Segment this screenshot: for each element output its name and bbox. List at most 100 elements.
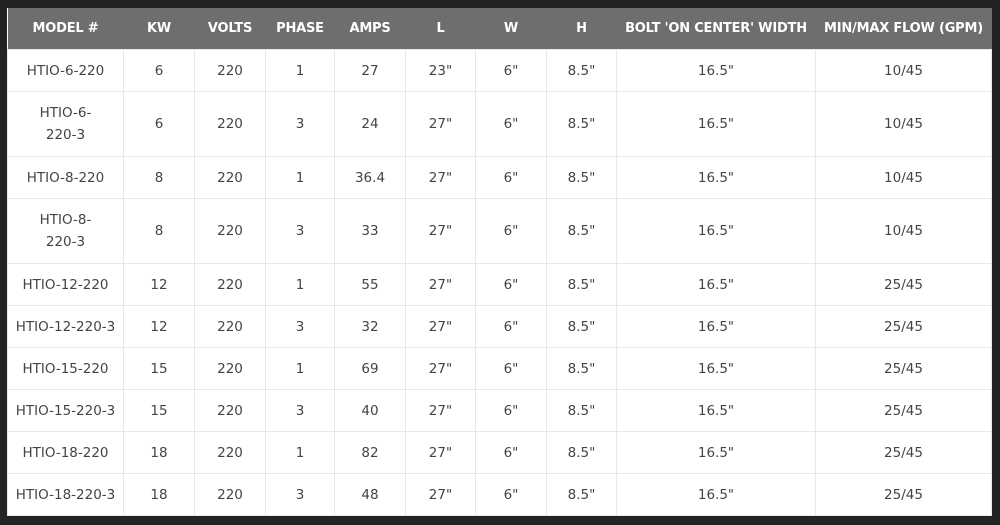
cell-amps: 27 [334, 49, 406, 92]
header-flow: MIN/MAX FLOW (GPM) [815, 8, 992, 50]
header-width: W [475, 8, 547, 50]
cell-volts: 220 [194, 305, 266, 348]
spec-table: MODEL # KW VOLTS PHASE AMPS L W H BOLT 'ON CENTE… [7, 8, 992, 516]
cell-length: 23" [405, 49, 476, 92]
spec-table-container: MODEL # KW VOLTS PHASE AMPS L W H BOLT 'ON CENTE… [7, 8, 992, 516]
cell-bolt-width: 16.5" [616, 473, 816, 516]
cell-flow: 10/45 [815, 91, 992, 157]
cell-length: 27" [405, 347, 476, 390]
table-row: HTIO-18-220 18 220 1 82 27" 6" 8.5" 16.5" 25/45 [7, 431, 992, 474]
cell-height: 8.5" [546, 347, 617, 390]
cell-kw: 6 [123, 91, 195, 157]
cell-height: 8.5" [546, 431, 617, 474]
cell-kw: 18 [123, 431, 195, 474]
model-text: HTIO-6-220-3 [39, 105, 92, 143]
cell-model: HTIO-8-220 [7, 156, 124, 199]
header-bolt-width: BOLT 'ON CENTER' WIDTH [616, 8, 816, 50]
cell-model: HTIO-15-220 [7, 347, 124, 390]
cell-height: 8.5" [546, 389, 617, 432]
cell-kw: 15 [123, 389, 195, 432]
cell-flow: 25/45 [815, 305, 992, 348]
cell-model: HTIO-6-220-3 [7, 91, 124, 157]
cell-kw: 8 [123, 198, 195, 264]
cell-bolt-width: 16.5" [616, 49, 816, 92]
cell-model: HTIO-8-220-3 [7, 198, 124, 264]
cell-amps: 40 [334, 389, 406, 432]
cell-length: 27" [405, 198, 476, 264]
cell-amps: 48 [334, 473, 406, 516]
header-length: L [405, 8, 476, 50]
cell-kw: 15 [123, 347, 195, 390]
cell-width: 6" [475, 389, 547, 432]
cell-phase: 1 [265, 49, 335, 92]
cell-kw: 12 [123, 305, 195, 348]
table-row: HTIO-15-220-3 15 220 3 40 27" 6" 8.5" 16.5" 25/45 [7, 389, 992, 432]
cell-bolt-width: 16.5" [616, 91, 816, 157]
cell-width: 6" [475, 156, 547, 199]
cell-bolt-width: 16.5" [616, 156, 816, 199]
cell-flow: 25/45 [815, 347, 992, 390]
cell-bolt-width: 16.5" [616, 198, 816, 264]
cell-height: 8.5" [546, 49, 617, 92]
cell-model: HTIO-12-220 [7, 263, 124, 306]
cell-amps: 36.4 [334, 156, 406, 199]
cell-length: 27" [405, 305, 476, 348]
cell-bolt-width: 16.5" [616, 431, 816, 474]
cell-length: 27" [405, 91, 476, 157]
cell-bolt-width: 16.5" [616, 389, 816, 432]
cell-height: 8.5" [546, 263, 617, 306]
cell-height: 8.5" [546, 156, 617, 199]
cell-kw: 6 [123, 49, 195, 92]
cell-width: 6" [475, 263, 547, 306]
cell-width: 6" [475, 347, 547, 390]
cell-model: HTIO-18-220 [7, 431, 124, 474]
table-row: HTIO-8-220-3 8 220 3 33 27" 6" 8.5" 16.5" 10/45 [7, 198, 992, 264]
cell-flow: 25/45 [815, 431, 992, 474]
cell-phase: 3 [265, 305, 335, 348]
cell-phase: 1 [265, 431, 335, 474]
header-phase: PHASE [265, 8, 335, 50]
table-row: HTIO-6-220 6 220 1 27 23" 6" 8.5" 16.5" 10/45 [7, 49, 992, 92]
header-height: H [546, 8, 617, 50]
header-volts: VOLTS [194, 8, 266, 50]
cell-volts: 220 [194, 91, 266, 157]
cell-volts: 220 [194, 473, 266, 516]
header-kw: KW [123, 8, 195, 50]
cell-bolt-width: 16.5" [616, 347, 816, 390]
cell-amps: 55 [334, 263, 406, 306]
cell-height: 8.5" [546, 305, 617, 348]
cell-flow: 25/45 [815, 389, 992, 432]
table-row: HTIO-12-220 12 220 1 55 27" 6" 8.5" 16.5" 25/45 [7, 263, 992, 306]
cell-volts: 220 [194, 431, 266, 474]
cell-volts: 220 [194, 347, 266, 390]
cell-volts: 220 [194, 156, 266, 199]
header-amps: AMPS [334, 8, 406, 50]
cell-phase: 3 [265, 198, 335, 264]
cell-width: 6" [475, 431, 547, 474]
cell-model: HTIO-6-220 [7, 49, 124, 92]
cell-width: 6" [475, 91, 547, 157]
table-row: HTIO-12-220-3 12 220 3 32 27" 6" 8.5" 16.5" 25/45 [7, 305, 992, 348]
cell-length: 27" [405, 263, 476, 306]
cell-kw: 18 [123, 473, 195, 516]
cell-phase: 3 [265, 389, 335, 432]
cell-amps: 32 [334, 305, 406, 348]
header-model: MODEL # [7, 8, 124, 50]
cell-width: 6" [475, 305, 547, 348]
cell-model: HTIO-15-220-3 [7, 389, 124, 432]
cell-volts: 220 [194, 263, 266, 306]
cell-height: 8.5" [546, 198, 617, 264]
cell-flow: 10/45 [815, 198, 992, 264]
cell-length: 27" [405, 473, 476, 516]
table-row: HTIO-8-220 8 220 1 36.4 27" 6" 8.5" 16.5" 10/45 [7, 156, 992, 199]
cell-height: 8.5" [546, 91, 617, 157]
cell-kw: 12 [123, 263, 195, 306]
cell-phase: 3 [265, 473, 335, 516]
cell-height: 8.5" [546, 473, 617, 516]
cell-phase: 1 [265, 156, 335, 199]
table-row: HTIO-15-220 15 220 1 69 27" 6" 8.5" 16.5" 25/45 [7, 347, 992, 390]
cell-flow: 25/45 [815, 473, 992, 516]
cell-length: 27" [405, 389, 476, 432]
cell-amps: 24 [334, 91, 406, 157]
cell-model: HTIO-18-220-3 [7, 473, 124, 516]
